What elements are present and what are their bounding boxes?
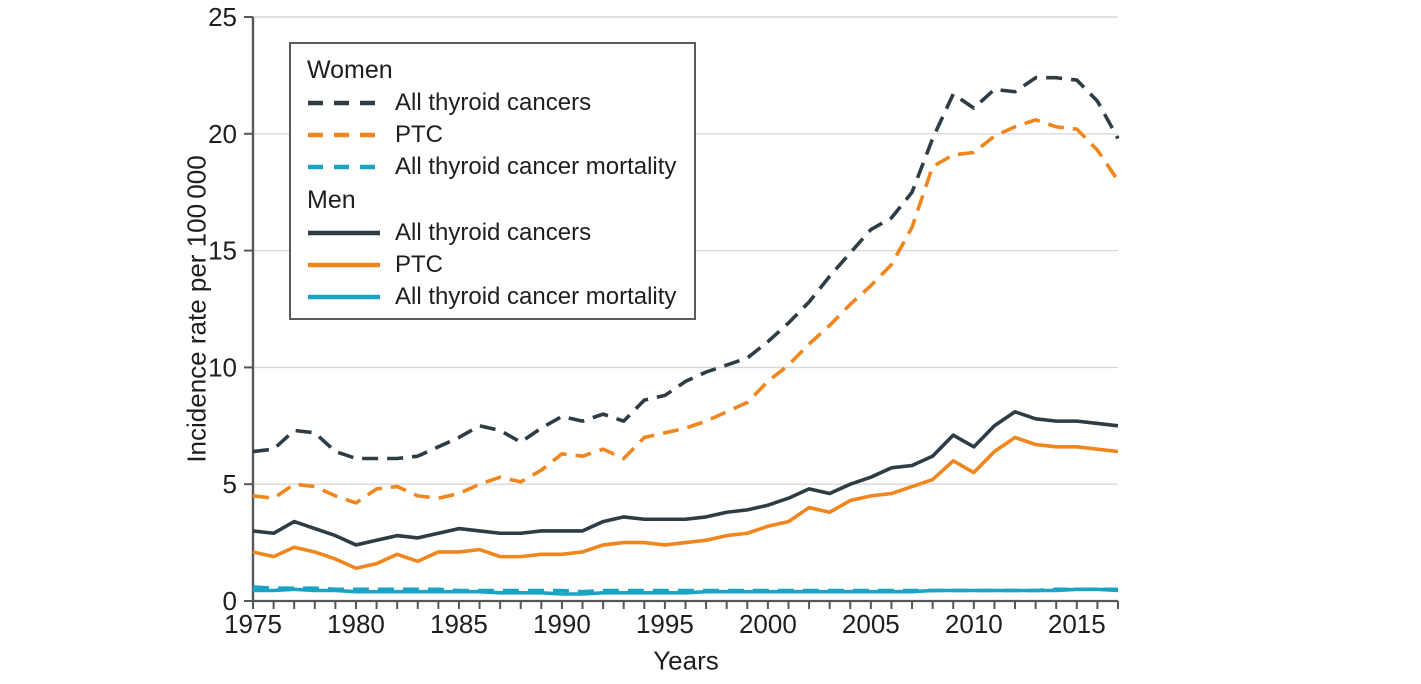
legend-item-men-all-thyroid-cancers: All thyroid cancers [307, 217, 694, 249]
legend-item-men-ptc: PTC [307, 249, 694, 281]
dashed-line-swatch [308, 132, 380, 138]
legend-item-women-mortality: All thyroid cancer mortality [307, 151, 694, 183]
x-tick-label: 1985 [430, 609, 488, 639]
y-tick-label: 15 [208, 236, 237, 266]
x-tick-label: 1990 [533, 609, 591, 639]
x-tick-label: 1980 [327, 609, 385, 639]
legend-item-women-all-thyroid-cancers: All thyroid cancers [307, 87, 694, 119]
x-axis-title: Years [653, 645, 719, 676]
series-line-women-all-thyroid-cancers [252, 75, 1120, 461]
legend-item-label: PTC [395, 251, 443, 278]
series-line-men-ptc [252, 435, 1119, 571]
series-line-men-all-thyroid-cancer-mortality [253, 587, 1119, 596]
legend-item-men-mortality: All thyroid cancer mortality [307, 281, 694, 313]
legend: Women All thyroid cancers PTC All thyroi… [289, 42, 696, 320]
y-tick-label: 0 [223, 586, 237, 616]
x-tick-label: 1995 [636, 609, 694, 639]
series-line-men-all-thyroid-cancers [252, 409, 1119, 547]
y-tick-label: 20 [208, 119, 237, 149]
y-tick-label: 10 [208, 352, 237, 382]
solid-line-swatch [308, 262, 380, 268]
x-tick-label: 1975 [224, 609, 282, 639]
solid-line-swatch [308, 294, 380, 300]
legend-item-label: PTC [395, 121, 443, 148]
solid-line-swatch [308, 230, 380, 236]
legend-item-women-ptc: PTC [307, 119, 694, 151]
x-tick-label: 2005 [842, 609, 900, 639]
legend-group-women: Women [307, 55, 393, 84]
legend-item-label: All thyroid cancers [395, 89, 592, 116]
series-line-women-ptc [252, 117, 1120, 505]
legend-item-label: All thyroid cancers [395, 219, 592, 246]
y-tick-label: 25 [208, 2, 237, 32]
legend-item-label: All thyroid cancer mortality [395, 283, 677, 310]
x-tick-label: 2000 [739, 609, 797, 639]
legend-group-men: Men [307, 185, 356, 214]
series-line-women-all-thyroid-cancer-mortality [252, 585, 1118, 594]
x-tick-label: 2010 [945, 609, 1003, 639]
legend-item-label: All thyroid cancer mortality [395, 153, 677, 180]
dashed-line-swatch [308, 164, 380, 170]
y-axis-title: Incidence rate per 100 000 [181, 155, 212, 463]
y-tick-label: 5 [223, 469, 237, 499]
dashed-line-swatch [308, 100, 380, 106]
x-tick-label: 2015 [1048, 609, 1106, 639]
